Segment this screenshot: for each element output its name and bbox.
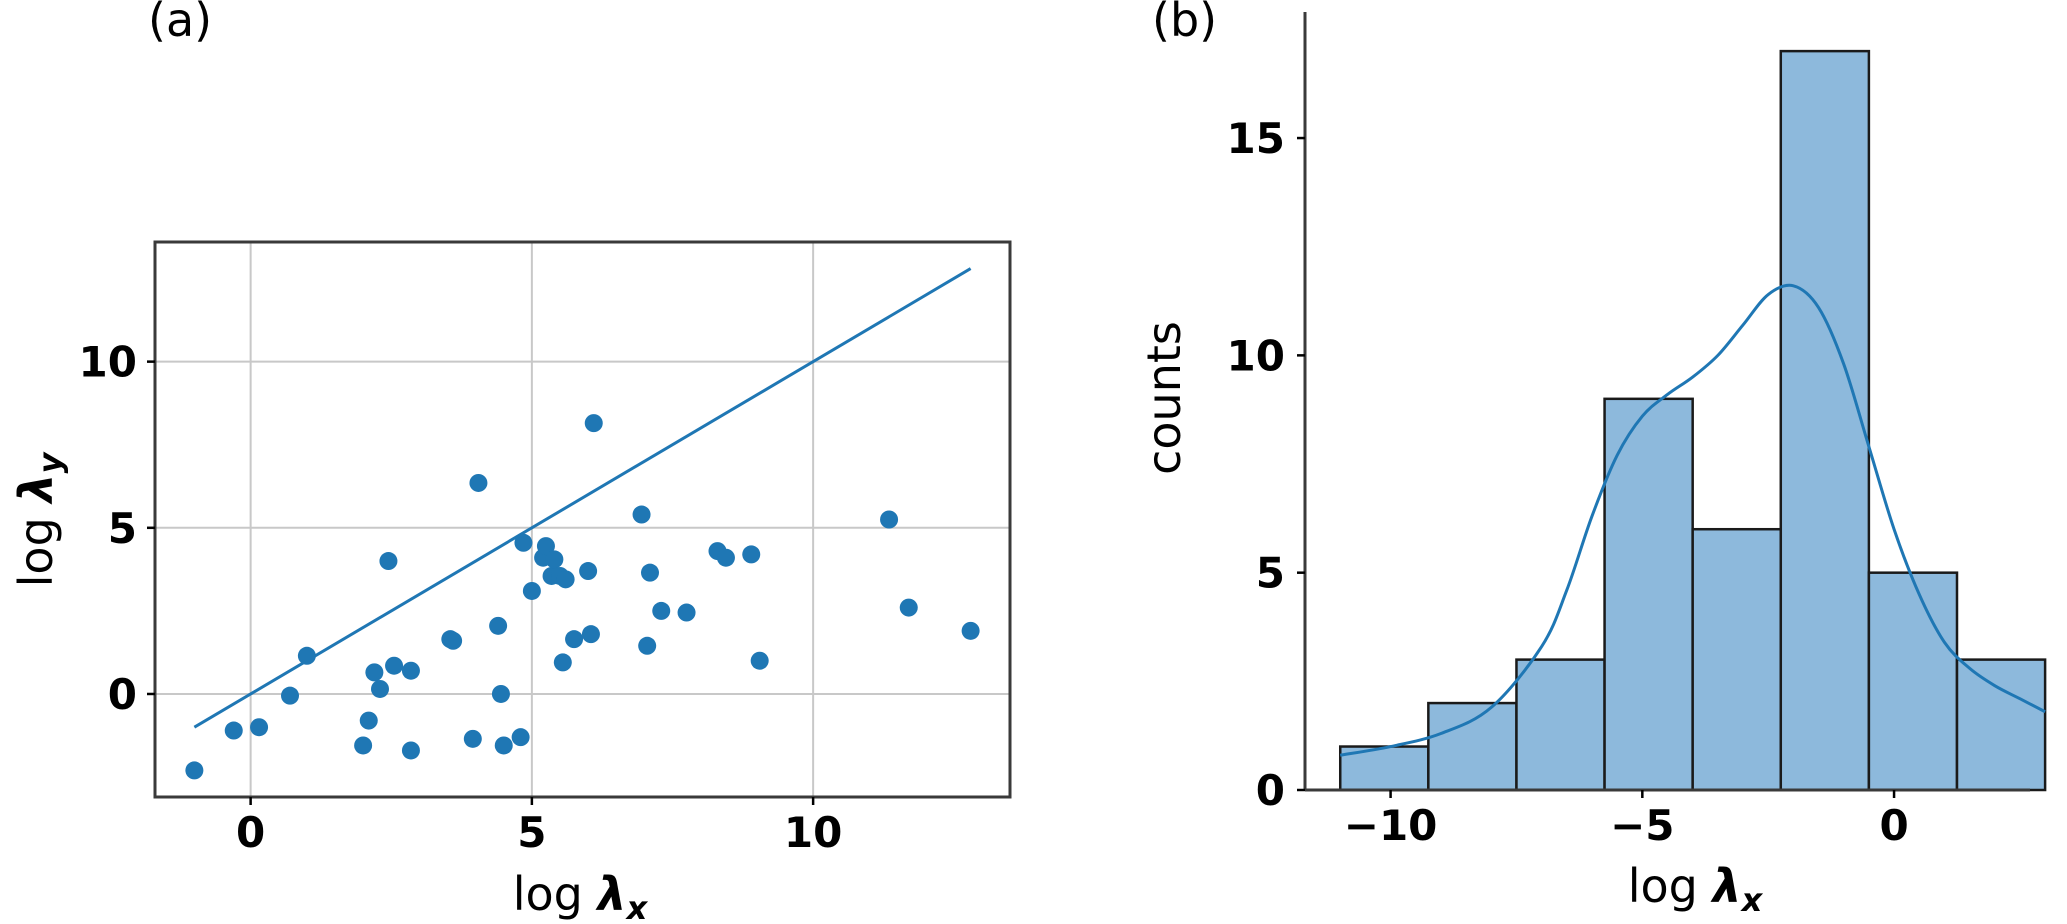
- plot-marks: [185, 267, 980, 780]
- scatter-point: [556, 570, 575, 589]
- scatter-point: [632, 505, 651, 524]
- x-tick-label: 0: [1879, 801, 1908, 850]
- scatter-point: [401, 741, 420, 760]
- scatter-point: [716, 548, 735, 567]
- scatter-point: [469, 473, 488, 492]
- scatter-point: [401, 661, 420, 680]
- scatter-point: [489, 616, 508, 635]
- tick-labels: 0 5 10 0 5 10: [79, 338, 843, 857]
- x-axis-title-symbol: λ: [595, 867, 627, 921]
- histogram-panel: (b) −10 −5 0 0 5 10 15 log λx counts: [1137, 0, 2047, 919]
- tick-labels: −10 −5 0 0 5 10 15: [1227, 114, 1909, 850]
- x-axis-title-subscript: x: [1740, 881, 1764, 919]
- scatter-point: [354, 736, 373, 755]
- scatter-point: [750, 651, 769, 670]
- plot-frame: [153, 240, 1012, 799]
- y-axis-title: counts: [1137, 321, 1191, 475]
- y-tick-label: 5: [108, 504, 137, 553]
- x-axis-title-prefix: log: [513, 867, 598, 921]
- histogram-bar: [1691, 527, 1783, 792]
- scatter-point: [581, 625, 600, 644]
- x-tick-label: 5: [517, 808, 546, 857]
- scatter-point: [899, 598, 918, 617]
- x-tick-label: −5: [1610, 801, 1674, 850]
- plot-marks: [1338, 49, 2047, 792]
- x-axis-title-prefix: log: [1628, 859, 1713, 913]
- scatter-point: [579, 562, 598, 581]
- scatter-point: [494, 736, 513, 755]
- scatter-point: [742, 545, 761, 564]
- scatter-point: [511, 728, 530, 747]
- y-tick-label: 5: [1256, 549, 1285, 598]
- histogram-bar: [1427, 701, 1518, 792]
- y-axis-title-subscript: y: [31, 452, 69, 474]
- scatter-point: [297, 646, 316, 665]
- y-tick-label: 10: [79, 338, 137, 387]
- scatter-point: [652, 601, 671, 620]
- histogram-bar: [1603, 397, 1694, 792]
- scatter-point: [584, 414, 603, 433]
- scatter-point: [514, 533, 533, 552]
- scatter-point: [961, 621, 980, 640]
- identity-line: [193, 267, 972, 729]
- scatter-point: [224, 721, 243, 740]
- y-axis-title: log λy: [9, 452, 69, 588]
- histogram-bar: [1867, 571, 1959, 792]
- y-tick-label: 0: [1256, 766, 1285, 815]
- scatter-point: [641, 563, 659, 582]
- scatter-point: [359, 711, 378, 730]
- scatter-point: [371, 679, 389, 698]
- scatter-point: [491, 684, 510, 703]
- y-tick-label: 10: [1227, 331, 1285, 380]
- panel-label-a: (a): [148, 0, 212, 47]
- histogram-bar: [1779, 49, 1871, 792]
- y-axis-title-symbol: λ: [9, 474, 63, 506]
- panel-label-b: (b): [1152, 0, 1217, 47]
- x-tick-label: 10: [784, 808, 842, 857]
- scatter-point: [545, 550, 564, 569]
- scatter-point: [565, 630, 584, 649]
- x-tick-label: −10: [1344, 801, 1438, 850]
- x-axis-title-symbol: λ: [1710, 859, 1742, 913]
- y-tick-label: 15: [1227, 114, 1285, 163]
- histogram-bar: [1955, 658, 2047, 792]
- y-tick-label: 0: [108, 670, 137, 719]
- scatter-point: [522, 581, 541, 600]
- scatter-point: [281, 686, 299, 705]
- scatter-point: [365, 663, 384, 682]
- x-axis-title-subscript: x: [625, 889, 649, 924]
- scatter-point: [444, 631, 463, 650]
- kde-curve: [1339, 283, 2046, 757]
- scatter-point: [677, 603, 696, 622]
- scatter-point: [880, 510, 899, 529]
- scatter-point: [553, 653, 572, 672]
- scatter-point: [250, 718, 269, 737]
- x-axis-title: log λx: [513, 867, 649, 924]
- scatter-point: [638, 636, 657, 655]
- histogram-bar: [1515, 658, 1606, 792]
- scatter-point: [536, 537, 555, 556]
- scatter-point: [185, 761, 204, 780]
- scatter-point: [385, 656, 404, 675]
- x-axis-title: log λx: [1628, 859, 1764, 919]
- scatter-point: [379, 552, 398, 571]
- x-tick-label: 0: [236, 808, 265, 857]
- scatter-point: [463, 729, 482, 748]
- y-axis-title-prefix: log: [9, 503, 63, 588]
